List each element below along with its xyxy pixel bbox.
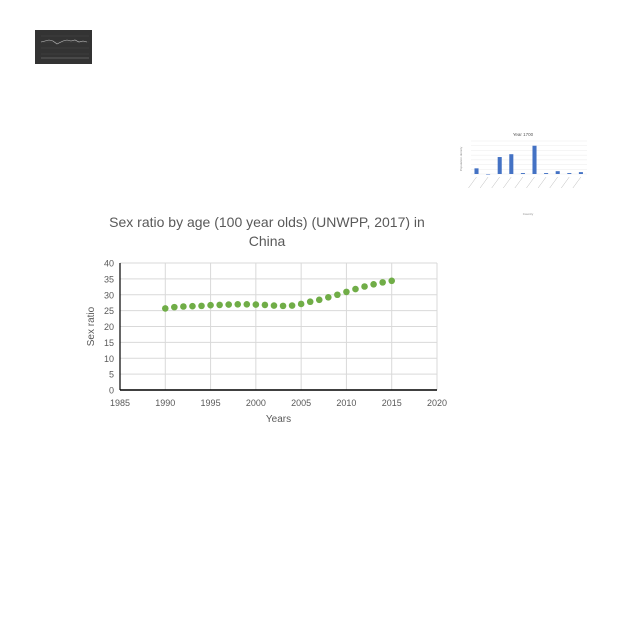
chart-title: Sex ratio by age (100 year olds) (UNWPP,… — [82, 213, 452, 251]
data-point-0-9 — [243, 300, 251, 308]
data-point-0-15 — [297, 300, 305, 308]
data-point-0-3 — [189, 302, 196, 310]
data-point-0-8 — [234, 300, 242, 308]
data-point-0-21 — [352, 285, 359, 293]
y-tick-label-8: 40 — [104, 259, 114, 269]
y-tick-label-2: 10 — [104, 354, 114, 364]
y-tick-label-7: 35 — [104, 274, 114, 284]
data-point-0-25 — [388, 277, 396, 285]
dark-chart-thumbnail-graphic — [35, 30, 92, 64]
data-point-0-1 — [171, 303, 178, 311]
data-point-0-4 — [198, 302, 205, 310]
dark-chart-thumbnail — [35, 30, 92, 64]
x-tick-label-0: 1985 — [110, 398, 130, 408]
x-tick-label-6: 2015 — [382, 398, 402, 408]
bar-thumb-title: Year 1700 — [513, 132, 534, 137]
bar-thumb-category-mark-7 — [549, 176, 558, 189]
data-point-0-5 — [207, 301, 214, 309]
y-tick-label-6: 30 — [104, 290, 114, 300]
y-tick-label-5: 25 — [104, 306, 114, 316]
bar-thumb-category-mark-2 — [491, 176, 500, 189]
data-point-0-2 — [180, 303, 187, 310]
data-point-0-7 — [225, 301, 232, 308]
bar-thumb-category-mark-6 — [537, 176, 547, 189]
bar-thumb-ylabel: Population density — [459, 146, 463, 171]
data-point-0-23 — [370, 280, 377, 288]
y-tick-label-3: 15 — [104, 338, 114, 348]
bar-thumb-bar-6 — [544, 173, 549, 174]
data-point-0-6 — [216, 301, 223, 309]
x-axis-title: Years — [266, 414, 291, 425]
data-point-0-10 — [252, 301, 260, 308]
bar-thumb-category-mark-8 — [561, 176, 570, 189]
y-tick-label-0: 0 — [109, 386, 114, 396]
bar-chart-thumbnail: Year 1700 Population density Country — [453, 127, 593, 217]
bar-thumb-xlabel: Country — [523, 212, 534, 216]
chart-title-line-1: Sex ratio by age (100 year olds) (UNWPP,… — [109, 214, 425, 230]
bar-thumb-bar-4 — [520, 173, 525, 174]
bar-thumb-bar-5 — [532, 145, 537, 174]
bar-chart-thumbnail-graphic: Year 1700 Population density Country — [459, 132, 587, 216]
data-point-0-18 — [325, 293, 332, 301]
y-tick-label-1: 5 — [109, 370, 114, 380]
bar-thumb-category-mark-0 — [468, 176, 477, 189]
bar-thumb-category-mark-3 — [503, 176, 512, 189]
data-point-0-12 — [270, 302, 278, 309]
bar-thumb-bar-7 — [555, 171, 560, 174]
bar-thumb-category-mark-9 — [572, 176, 582, 189]
chart-title-line-2: China — [248, 233, 286, 249]
bar-thumb-category-mark-5 — [526, 176, 535, 189]
data-point-0-17 — [315, 296, 323, 304]
y-tick-label-4: 20 — [104, 322, 114, 332]
bar-thumb-category-mark-1 — [479, 176, 489, 189]
data-point-0-14 — [288, 302, 296, 309]
data-point-0-11 — [261, 301, 269, 309]
bar-thumb-bar-1 — [486, 174, 491, 175]
data-point-0-13 — [279, 302, 287, 310]
data-point-0-24 — [379, 279, 386, 286]
x-tick-label-2: 1995 — [201, 398, 221, 408]
bar-thumb-bar-8 — [567, 173, 572, 174]
x-tick-label-5: 2010 — [336, 398, 356, 408]
data-point-0-22 — [361, 283, 368, 290]
bar-thumb-bar-2 — [497, 157, 502, 174]
bar-thumb-category-mark-4 — [514, 176, 524, 189]
y-axis-title: Sex ratio — [86, 306, 97, 346]
x-tick-label-4: 2005 — [291, 398, 311, 408]
x-tick-label-3: 2000 — [246, 398, 266, 408]
chart-container: Sex ratio by age (100 year olds) (UNWPP,… — [82, 205, 452, 435]
bar-thumb-bar-0 — [474, 168, 479, 174]
data-point-0-0 — [161, 305, 169, 312]
scatter-plot: 0 5 10 15 20 25 30 35 40 1985 1990 1995 2000 2005 2010… — [86, 259, 447, 426]
bar-thumb-bar-3 — [509, 154, 514, 174]
data-point-0-16 — [306, 298, 314, 306]
data-point-0-19 — [334, 291, 341, 299]
x-tick-label-1: 1990 — [155, 398, 175, 408]
x-tick-label-7: 2020 — [427, 398, 447, 408]
bar-thumb-bar-9 — [578, 172, 583, 174]
data-point-0-20 — [343, 288, 350, 296]
